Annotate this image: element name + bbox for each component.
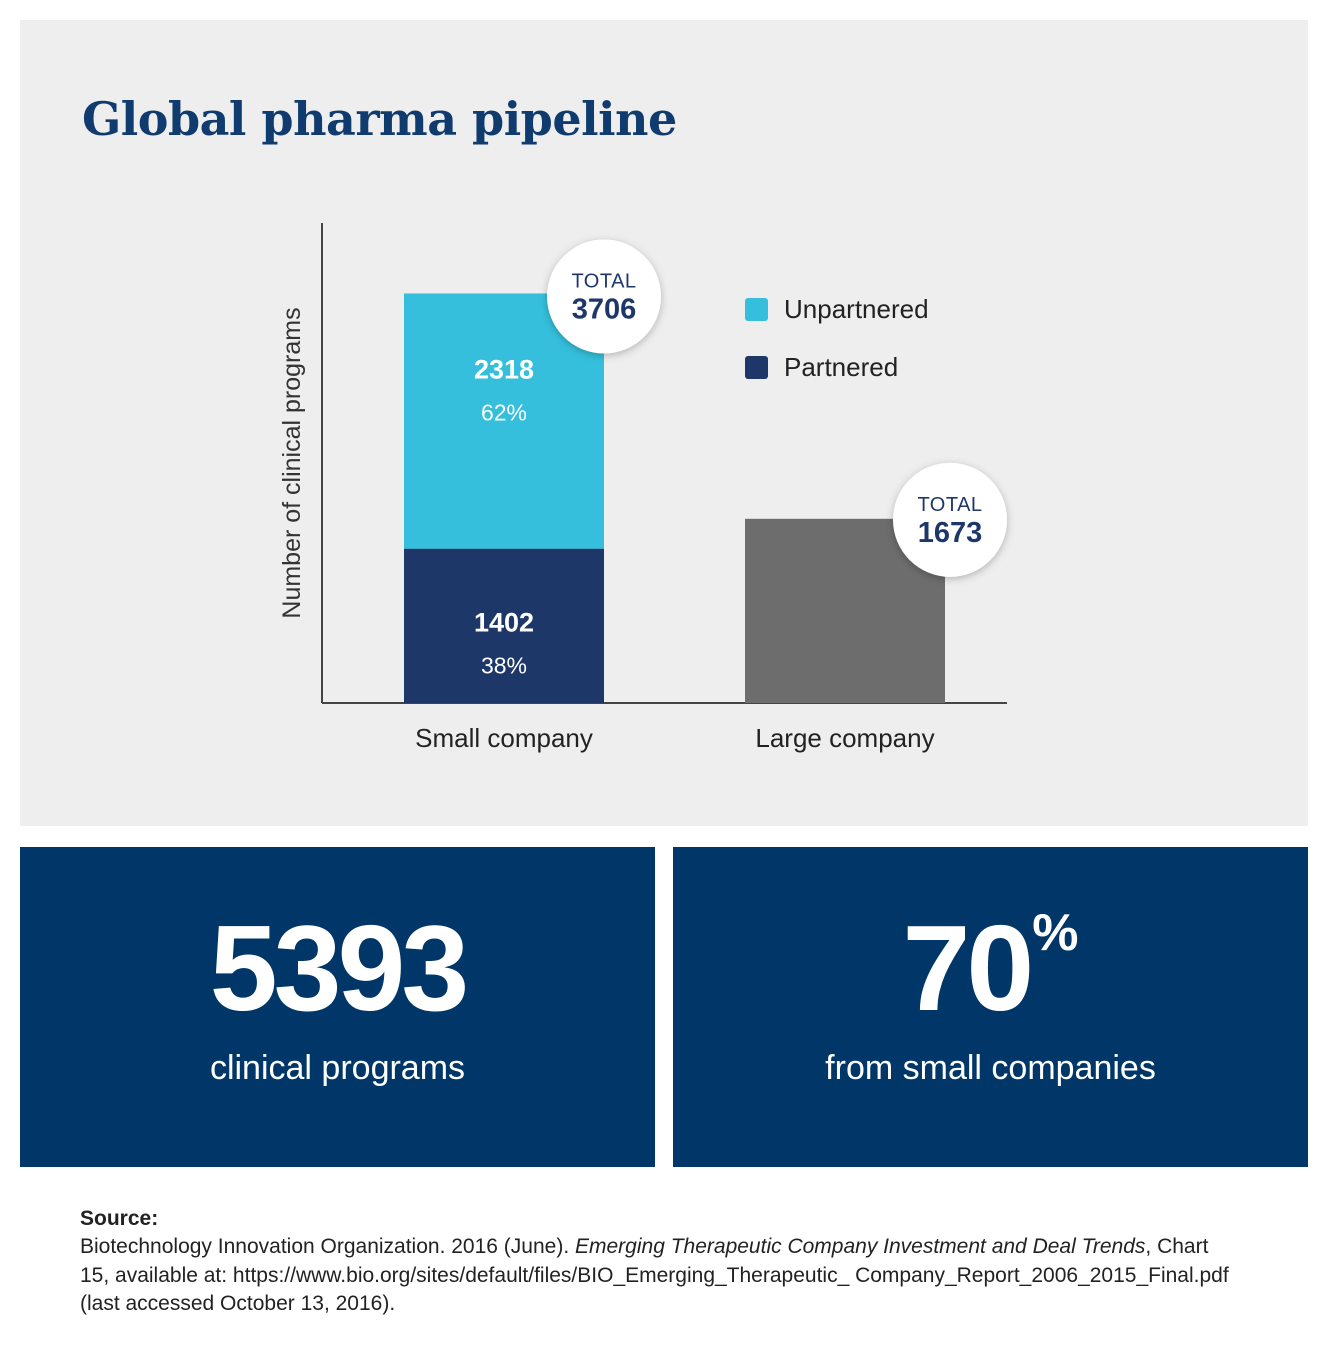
total-bubble-label: TOTAL bbox=[571, 270, 636, 292]
source-heading: Source: bbox=[80, 1207, 159, 1230]
chart-svg: Number of clinical programs 2318 62% 1402 38… bbox=[278, 223, 1007, 753]
data-label-unpartnered-value: 2318 bbox=[474, 354, 534, 384]
percent-sign: % bbox=[1032, 904, 1079, 962]
data-label-partnered-value: 1402 bbox=[474, 608, 534, 638]
total-bubble bbox=[547, 239, 661, 354]
stat-value-total: 5393 bbox=[209, 900, 469, 1036]
source-citation: Biotechnology Innovation Organization. 2… bbox=[80, 1235, 1229, 1316]
total-bubble-label: TOTAL bbox=[917, 494, 982, 516]
legend-swatch bbox=[745, 298, 768, 321]
data-label-partnered-pct: 38% bbox=[481, 653, 527, 679]
chart-panel: Global pharma pipeline Number of clinica… bbox=[20, 20, 1308, 826]
x-tick-label: Large company bbox=[755, 723, 934, 753]
stat-card-total-programs: 5393 clinical programs bbox=[20, 847, 655, 1167]
total-bubble bbox=[893, 462, 1007, 577]
stat-label-total: clinical programs bbox=[209, 1049, 466, 1087]
y-axis-label: Number of clinical programs bbox=[278, 307, 306, 618]
stat-card-small-share: 70% from small companies bbox=[673, 847, 1308, 1167]
legend-label: Partnered bbox=[784, 352, 898, 382]
stat-label-share: from small companies bbox=[825, 1049, 1156, 1087]
source-note: Source: Biotechnology Innovation Organiz… bbox=[80, 1205, 1240, 1318]
legend-label: Unpartnered bbox=[784, 294, 929, 324]
bar-small-partnered bbox=[404, 548, 604, 703]
data-label-unpartnered-pct: 62% bbox=[481, 399, 527, 425]
x-tick-label: Small company bbox=[415, 723, 593, 753]
chart-title: Global pharma pipeline bbox=[82, 92, 677, 146]
legend-swatch bbox=[745, 356, 768, 379]
total-bubble-value: 1673 bbox=[918, 517, 983, 549]
total-bubble-value: 3706 bbox=[572, 293, 637, 325]
stat-value-share: 70% bbox=[902, 900, 1079, 1036]
